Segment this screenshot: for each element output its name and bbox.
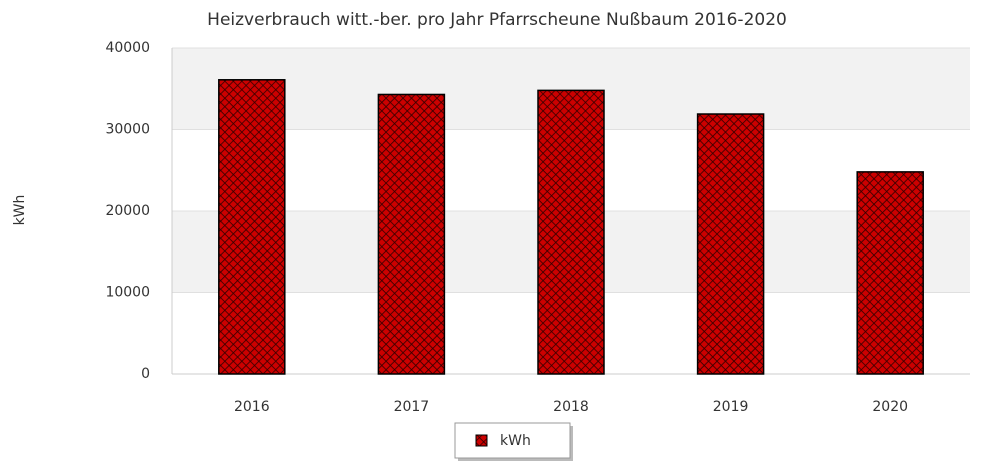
x-tick-label: 2020: [872, 399, 908, 415]
y-tick-label: 0: [141, 366, 150, 382]
chart-title: Heizverbrauch witt.-ber. pro Jahr Pfarrs…: [207, 10, 787, 30]
y-tick-label: 40000: [105, 40, 150, 56]
bar: [537, 89, 605, 375]
bar: [696, 113, 765, 375]
legend-label: kWh: [500, 433, 531, 449]
y-tick-label: 20000: [105, 203, 150, 219]
legend-box: [454, 422, 571, 459]
legend: kWh: [454, 422, 573, 461]
y-axis-label: kWh: [12, 195, 28, 226]
bar: [856, 171, 924, 375]
x-tick-label: 2018: [553, 399, 589, 415]
legend-swatch: [475, 434, 488, 447]
y-tick-label: 10000: [105, 285, 150, 301]
y-tick-label: 30000: [105, 122, 150, 138]
bar: [218, 79, 286, 375]
x-tick-label: 2016: [234, 399, 270, 415]
x-tick-label: 2019: [713, 399, 749, 415]
x-tick-label: 2017: [394, 399, 430, 415]
bar: [377, 93, 446, 375]
